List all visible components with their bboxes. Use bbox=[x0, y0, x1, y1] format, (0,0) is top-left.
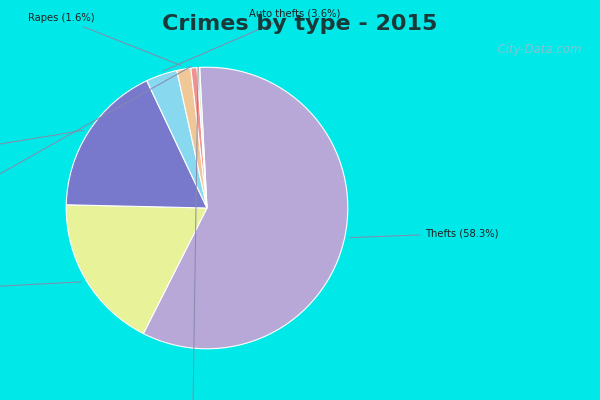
Text: Arson (0.7%): Arson (0.7%) bbox=[0, 66, 191, 209]
Text: Assaults (17.6%): Assaults (17.6%) bbox=[0, 130, 84, 160]
Wedge shape bbox=[191, 68, 207, 208]
Wedge shape bbox=[147, 70, 207, 208]
Text: Robberies (0.3%): Robberies (0.3%) bbox=[150, 68, 236, 400]
Wedge shape bbox=[66, 81, 207, 208]
Text: Burglaries (17.9%): Burglaries (17.9%) bbox=[0, 282, 81, 295]
Text: City-Data.com: City-Data.com bbox=[490, 43, 582, 56]
Text: Rapes (1.6%): Rapes (1.6%) bbox=[28, 13, 181, 65]
Wedge shape bbox=[66, 205, 207, 334]
Text: Auto thefts (3.6%): Auto thefts (3.6%) bbox=[163, 9, 341, 71]
Wedge shape bbox=[143, 67, 348, 349]
Wedge shape bbox=[177, 68, 207, 208]
Wedge shape bbox=[197, 67, 207, 208]
Text: Thefts (58.3%): Thefts (58.3%) bbox=[350, 228, 499, 238]
Text: Crimes by type - 2015: Crimes by type - 2015 bbox=[163, 14, 437, 34]
